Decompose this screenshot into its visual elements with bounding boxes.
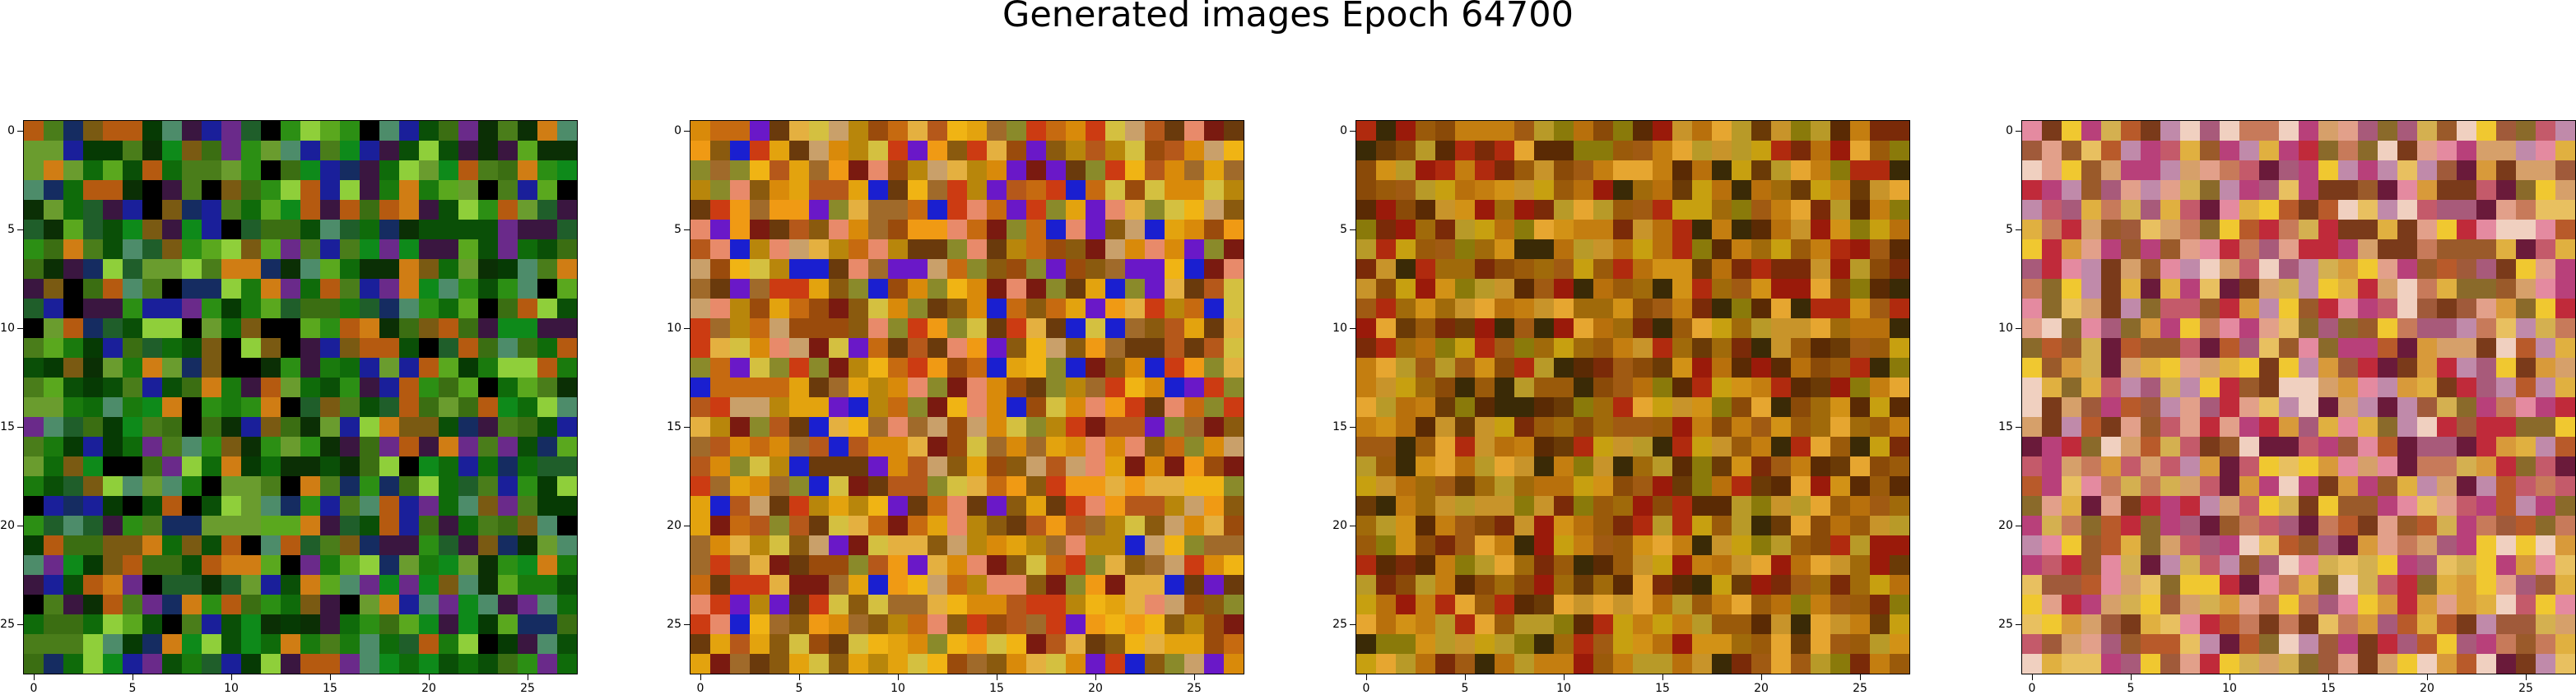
y-tick <box>17 229 23 230</box>
x-tick-label: 15 <box>323 682 337 695</box>
x-tick-label: 10 <box>224 682 239 695</box>
y-tick <box>1350 427 1355 428</box>
y-tick-label: 5 <box>1340 223 1347 236</box>
x-tick-label: 5 <box>795 682 803 695</box>
x-tick-label: 0 <box>696 682 704 695</box>
generated-image-4: 0 0 5 5 10 10 15 15 20 20 25 25 <box>1998 120 2576 694</box>
x-tick <box>231 674 232 680</box>
y-tick <box>17 624 23 625</box>
x-tick <box>1761 674 1762 680</box>
x-tick <box>330 674 331 680</box>
x-tick <box>1095 674 1096 680</box>
x-tick-label: 10 <box>1556 682 1571 695</box>
y-tick-label: 5 <box>674 223 681 236</box>
x-tick <box>898 674 899 680</box>
y-tick-label: 20 <box>1332 519 1347 532</box>
generated-image-1-pixels <box>23 120 578 674</box>
x-tick <box>2131 674 2132 680</box>
x-tick-label: 0 <box>1362 682 1370 695</box>
x-tick <box>1465 674 1466 680</box>
y-tick-label: 0 <box>7 124 15 137</box>
x-tick-label: 25 <box>1187 682 1202 695</box>
x-tick-label: 10 <box>2222 682 2237 695</box>
x-tick-label: 15 <box>989 682 1004 695</box>
x-tick-label: 20 <box>1088 682 1103 695</box>
y-tick <box>684 328 690 329</box>
generated-image-3: 0 0 5 5 10 10 15 15 20 20 25 25 <box>1332 120 1910 694</box>
y-tick <box>2016 131 2021 132</box>
x-tick <box>700 674 701 680</box>
x-tick-label: 15 <box>1655 682 1670 695</box>
x-tick-label: 20 <box>1754 682 1769 695</box>
generated-image-1: 0 0 5 5 10 10 15 15 20 20 25 25 <box>0 120 578 694</box>
y-tick-label: 20 <box>1998 519 2013 532</box>
x-tick <box>1662 674 1663 680</box>
x-tick-label: 5 <box>128 682 137 695</box>
x-tick <box>1194 674 1195 680</box>
y-tick-label: 15 <box>667 420 681 433</box>
x-tick <box>2328 674 2329 680</box>
x-tick <box>34 674 35 680</box>
y-tick-label: 5 <box>7 223 15 236</box>
x-tick-label: 20 <box>2420 682 2434 695</box>
y-tick-label: 10 <box>667 322 681 335</box>
y-tick <box>17 328 23 329</box>
y-tick <box>684 131 690 132</box>
x-tick-label: 5 <box>1461 682 1469 695</box>
y-tick <box>17 131 23 132</box>
x-tick-label: 15 <box>2321 682 2336 695</box>
y-tick-label: 20 <box>667 519 681 532</box>
y-tick-label: 10 <box>0 322 15 335</box>
y-tick-label: 10 <box>1332 322 1347 335</box>
x-tick-label: 25 <box>2518 682 2533 695</box>
y-tick <box>684 229 690 230</box>
y-tick <box>684 624 690 625</box>
x-tick-label: 0 <box>30 682 38 695</box>
y-tick-label: 10 <box>1998 322 2013 335</box>
y-tick <box>17 427 23 428</box>
y-tick-label: 25 <box>0 618 15 631</box>
x-tick-label: 25 <box>520 682 535 695</box>
y-tick-label: 0 <box>674 124 681 137</box>
y-tick <box>2016 328 2021 329</box>
y-tick-label: 20 <box>0 519 15 532</box>
y-tick <box>1350 328 1355 329</box>
x-tick <box>1564 674 1565 680</box>
x-tick <box>429 674 430 680</box>
figure-title: Generated images Epoch 64700 <box>1002 0 1574 35</box>
x-tick <box>2526 674 2527 680</box>
y-tick-label: 25 <box>1998 618 2013 631</box>
x-tick-label: 25 <box>1853 682 1867 695</box>
x-tick-label: 20 <box>421 682 436 695</box>
x-tick <box>1860 674 1861 680</box>
y-tick <box>684 427 690 428</box>
x-tick-label: 5 <box>2127 682 2135 695</box>
y-tick-label: 5 <box>2006 223 2013 236</box>
x-tick <box>799 674 800 680</box>
y-tick <box>1350 229 1355 230</box>
y-tick-label: 0 <box>1340 124 1347 137</box>
y-tick <box>2016 624 2021 625</box>
y-tick <box>2016 229 2021 230</box>
x-tick <box>2427 674 2428 680</box>
y-tick-label: 25 <box>667 618 681 631</box>
generated-image-2-pixels <box>690 120 1244 674</box>
y-tick <box>1350 624 1355 625</box>
y-tick-label: 15 <box>1332 420 1347 433</box>
y-tick-label: 25 <box>1332 618 1347 631</box>
y-tick-label: 15 <box>1998 420 2013 433</box>
y-tick <box>1350 131 1355 132</box>
generated-image-3-pixels <box>1355 120 1910 674</box>
x-tick <box>2032 674 2033 680</box>
y-tick-label: 0 <box>2006 124 2013 137</box>
x-tick-label: 10 <box>890 682 905 695</box>
generated-image-2: 0 0 5 5 10 10 15 15 20 20 25 25 <box>667 120 1244 694</box>
y-tick <box>2016 427 2021 428</box>
y-tick-label: 15 <box>0 420 15 433</box>
x-tick <box>1366 674 1367 680</box>
x-tick-label: 0 <box>2028 682 2036 695</box>
generated-image-4-pixels <box>2021 120 2576 674</box>
